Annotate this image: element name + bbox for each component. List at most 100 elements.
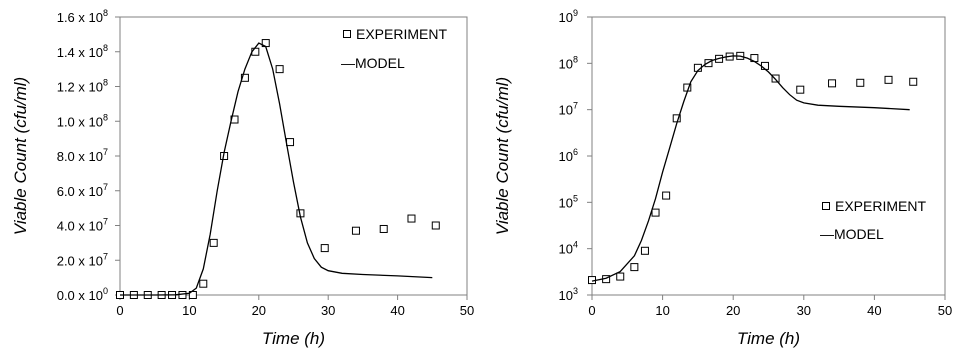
x-tick-label: 0	[588, 303, 595, 318]
y-tick-label: 0.0 x 100	[57, 286, 108, 303]
y-axis-title: Viable Count (cfu/ml)	[11, 77, 30, 235]
y-tick-label: 104	[559, 240, 578, 257]
y-tick-mantissa: 1.0 x 10	[57, 114, 103, 129]
y-tick-mantissa: 10	[559, 149, 573, 164]
experiment-point	[351, 226, 360, 235]
experiment-point	[640, 246, 649, 255]
experiment-point	[320, 244, 329, 253]
legend: EXPERIMENT —MODEL	[341, 26, 447, 71]
model-line	[591, 55, 910, 282]
experiment-point	[662, 191, 671, 200]
y-tick-mantissa: 1.2 x 10	[57, 80, 103, 95]
experiment-point	[379, 224, 388, 233]
x-tick-label: 40	[390, 303, 404, 318]
x-tick-label: 20	[252, 303, 266, 318]
y-tick-label: 1.4 x 108	[57, 43, 108, 60]
y-tick-mantissa: 1.6 x 10	[57, 10, 103, 25]
y-tick-mantissa: 10	[559, 56, 573, 71]
y-tick-label: 1.0 x 108	[57, 112, 108, 129]
y-tick-label: 4.0 x 107	[57, 217, 108, 234]
y-tick-mantissa: 10	[559, 195, 573, 210]
y-tick-mantissa: 1.4 x 10	[57, 45, 103, 60]
experiment-point	[616, 272, 625, 281]
legend-experiment-marker	[343, 30, 351, 38]
experiment-point	[251, 47, 260, 56]
y-tick-exponent: 9	[573, 8, 578, 18]
x-tick-label: 40	[867, 303, 881, 318]
y-tick-mantissa: 8.0 x 10	[57, 149, 103, 164]
experiment-point	[209, 238, 218, 247]
experiment-point	[199, 279, 208, 288]
y-tick-mantissa: 10	[559, 242, 573, 257]
y-tick-mantissa: 10	[559, 288, 573, 303]
y-tick-exponent: 5	[573, 193, 578, 203]
experiment-point	[407, 214, 416, 223]
x-tick-label: 30	[797, 303, 811, 318]
y-tick-mantissa: 10	[559, 103, 573, 118]
y-tick-mantissa: 6.0 x 10	[57, 184, 103, 199]
y-tick-exponent: 4	[573, 240, 578, 250]
experiment-point	[856, 78, 865, 87]
legend: EXPERIMENT —MODEL	[820, 198, 926, 242]
y-tick-exponent: 7	[103, 217, 108, 227]
experiment-point	[240, 73, 249, 82]
model-line	[120, 42, 433, 296]
legend-experiment-marker	[822, 202, 830, 210]
y-tick-label: 1.2 x 108	[57, 78, 108, 95]
y-tick-label: 108	[559, 54, 578, 71]
y-tick-exponent: 6	[573, 147, 578, 157]
experiment-point	[431, 221, 440, 230]
y-tick-mantissa: 4.0 x 10	[57, 219, 103, 234]
plot-frame	[119, 16, 468, 296]
legend-experiment-label: EXPERIMENT	[356, 26, 447, 42]
x-tick-label: 20	[726, 303, 740, 318]
x-tick-label: 30	[321, 303, 335, 318]
legend-model-label: —MODEL	[341, 55, 405, 71]
y-tick-label: 103	[559, 286, 578, 303]
y-tick-label: 105	[559, 193, 578, 210]
x-axis-title: Time (h)	[262, 329, 325, 348]
y-tick-exponent: 7	[103, 182, 108, 192]
experiment-point	[884, 75, 893, 84]
x-tick-label: 0	[116, 303, 123, 318]
experiment-point	[909, 77, 918, 86]
y-tick-mantissa: 10	[559, 10, 573, 25]
experiment-point	[188, 291, 197, 299]
y-tick-exponent: 8	[573, 54, 578, 64]
y-tick-exponent: 8	[103, 8, 108, 18]
y-tick-label: 1.6 x 108	[57, 8, 108, 25]
x-tick-label: 50	[460, 303, 474, 318]
y-tick-exponent: 7	[103, 251, 108, 261]
x-tick-label: 10	[655, 303, 669, 318]
y-tick-exponent: 3	[573, 286, 578, 296]
y-tick-exponent: 0	[103, 286, 108, 296]
y-tick-mantissa: 0.0 x 10	[57, 288, 103, 303]
x-tick-label: 50	[938, 303, 952, 318]
legend-experiment-label: EXPERIMENT	[835, 198, 926, 214]
experiment-point	[796, 85, 805, 94]
y-tick-exponent: 8	[103, 43, 108, 53]
legend-model-label: —MODEL	[820, 226, 884, 242]
experiment-point	[275, 65, 284, 74]
experiment-point	[178, 291, 187, 299]
y-tick-label: 2.0 x 107	[57, 251, 108, 268]
y-tick-label: 107	[559, 101, 578, 118]
y-tick-label: 106	[559, 147, 578, 164]
experiment-point	[630, 263, 639, 272]
y-tick-exponent: 8	[103, 112, 108, 122]
y-axis-title: Viable Count (cfu/ml)	[493, 77, 512, 235]
y-tick-label: 6.0 x 107	[57, 182, 108, 199]
y-tick-exponent: 7	[573, 101, 578, 111]
y-tick-exponent: 7	[103, 147, 108, 157]
x-tick-label: 10	[182, 303, 196, 318]
experiment-point	[651, 208, 660, 217]
experiment-point	[828, 79, 837, 88]
y-tick-label: 109	[559, 8, 578, 25]
y-tick-mantissa: 2.0 x 10	[57, 253, 103, 268]
x-axis-title: Time (h)	[737, 329, 800, 348]
y-tick-exponent: 8	[103, 78, 108, 88]
experiment-point	[286, 138, 295, 147]
